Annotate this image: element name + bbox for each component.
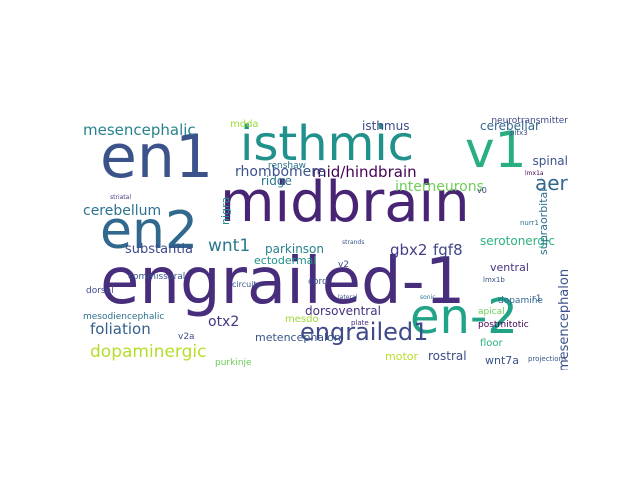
cloud-word: purkinje: [215, 358, 252, 368]
cloud-word: metencephalon: [255, 331, 341, 344]
cloud-word: rhombomere: [235, 164, 326, 180]
cloud-word: dorsal: [86, 286, 114, 296]
cloud-word: fgf8: [433, 241, 463, 259]
cloud-word: nurr1: [520, 219, 539, 227]
cloud-word: spinal: [532, 154, 569, 168]
cloud-word: isthmus: [362, 119, 410, 133]
cloud-word: commissural: [128, 272, 186, 282]
cloud-word: engrailed1: [300, 318, 429, 346]
cloud-word: mesodiencephalic: [83, 312, 165, 322]
cloud-word: cord: [308, 277, 328, 287]
cloud-word: foliation: [90, 320, 151, 338]
cloud-word: dopamine: [498, 296, 543, 306]
cloud-word: apical: [478, 307, 505, 317]
cloud-word: interneurons: [395, 179, 484, 195]
cloud-word: circuits: [232, 280, 261, 289]
cloud-word: lmx1b: [483, 276, 505, 284]
cloud-word: nigra: [219, 196, 232, 225]
cloud-word: wnt1: [208, 236, 251, 256]
cloud-word: cerebellar: [480, 119, 540, 133]
cloud-word: striatal: [110, 194, 131, 201]
cloud-word: en1: [100, 122, 214, 192]
cloud-word: gbx2: [390, 241, 428, 259]
cloud-word: lmx1a: [525, 170, 544, 177]
cloud-word: v2: [338, 260, 350, 270]
cloud-word: plate: [351, 319, 369, 327]
cloud-word: ectodermal: [254, 254, 317, 267]
cloud-word: aer: [535, 171, 568, 195]
cloud-word: midbrain: [220, 170, 470, 235]
cloud-word: substantia: [125, 242, 194, 257]
cloud-word: motor: [385, 350, 419, 363]
cloud-word: v0: [477, 186, 487, 195]
cloud-word: projections: [528, 355, 567, 363]
cloud-word: cerebellum: [83, 203, 162, 219]
cloud-word: dopaminergic: [90, 342, 207, 362]
cloud-word: mdda: [230, 119, 259, 130]
cloud-word: postmitotic: [478, 320, 529, 330]
cloud-word: ridge: [261, 174, 292, 188]
cloud-word: serotonergic: [480, 234, 555, 248]
cloud-word: supraorbital: [537, 188, 550, 255]
cloud-word: v1: [465, 121, 527, 179]
cloud-word: renshaw: [268, 161, 307, 171]
cloud-word: wnt7a: [485, 354, 520, 367]
cloud-word: otx2: [208, 314, 240, 330]
cloud-word: engrailed-1: [100, 245, 466, 319]
cloud-word: neurotransmitter: [491, 116, 568, 126]
cloud-word: sonic: [420, 294, 436, 301]
cloud-word: pitx3: [510, 129, 528, 137]
word-layer: engrailed-1 midbrain en1 isthmic v1 en2 en-2 en…: [80, 115, 570, 371]
cloud-word: dorsoventral: [305, 304, 381, 318]
cloud-word: en2: [100, 201, 199, 261]
word-cloud: engrailed-1 midbrain en1 isthmic v1 en2 en-2 en…: [80, 115, 570, 370]
cloud-word: mesencephalic: [83, 121, 196, 139]
cloud-word: strands: [342, 239, 365, 246]
cloud-word: rostral: [428, 349, 467, 363]
cloud-word: r1: [532, 294, 542, 304]
cloud-word: isthmic: [240, 116, 415, 172]
cloud-word: v2a: [178, 332, 195, 342]
cloud-word: en-2: [410, 289, 518, 345]
cloud-word: mesdo: [285, 314, 319, 325]
cloud-word: floor: [480, 338, 503, 349]
cloud-word: mid/hindbrain: [312, 163, 417, 181]
cloud-word: ventral: [490, 261, 529, 274]
cloud-word: parkinson: [265, 242, 324, 256]
cloud-word: lateral: [338, 294, 358, 301]
